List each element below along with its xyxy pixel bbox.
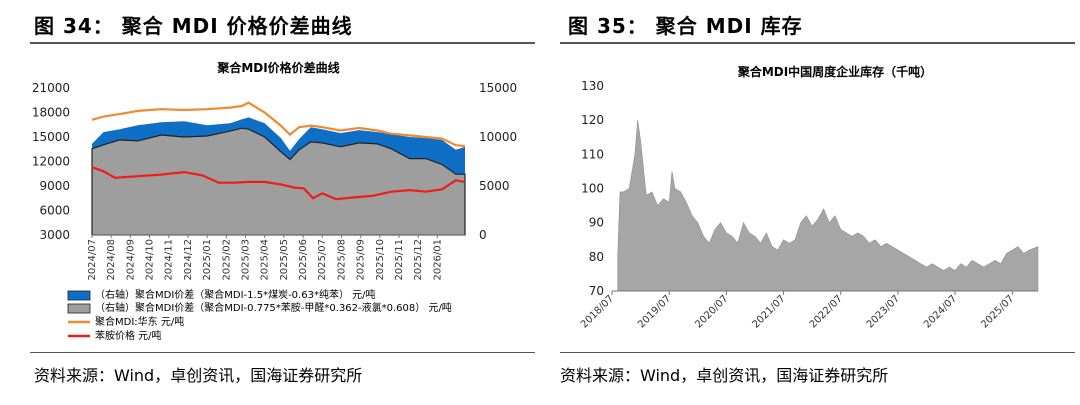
right-y-tick-3: 15000	[479, 81, 517, 95]
left-y-tick-2: 9000	[39, 179, 70, 193]
inventory-x-tick-6: 2024/07	[922, 293, 959, 330]
series-area-1	[91, 127, 466, 236]
left-x-tick-7: 2025/02	[221, 239, 232, 281]
series-line-3	[91, 166, 466, 201]
left-y-tick-6: 21000	[32, 81, 70, 95]
left-x-tick-12: 2025/07	[317, 239, 328, 281]
inventory-y-tick-4: 110	[581, 147, 604, 161]
inventory-area-0	[617, 120, 1039, 292]
left-x-tick-5: 2024/12	[183, 239, 194, 281]
inventory-y-tick-5: 120	[581, 113, 604, 127]
legend-label-0: （右轴）聚合MDI价差（聚合MDI-1.5*煤炭-0.63*纯苯） 元/吨	[95, 288, 376, 301]
right-chart-title: 聚合MDI中国周度企业库存（千吨）	[737, 64, 932, 79]
legend-label-3: 苯胺价格 元/吨	[95, 329, 162, 342]
left-x-tick-1: 2024/08	[106, 239, 117, 281]
left-x-tick-2: 2024/09	[125, 239, 136, 281]
figure-34-title: 图 34： 聚合 MDI 价格价差曲线	[34, 14, 353, 38]
right-y-tick-1: 5000	[479, 179, 510, 193]
inventory-y-tick-1: 80	[589, 250, 604, 264]
legend-swatch-0	[67, 290, 91, 301]
figure-35-title: 图 35： 聚合 MDI 库存	[568, 14, 803, 38]
left-x-tick-14: 2025/09	[356, 239, 367, 281]
inventory-x-tick-0: 2018/07	[579, 293, 616, 330]
inventory-x-tick-5: 2023/07	[865, 293, 902, 330]
left-x-tick-17: 2025/12	[413, 239, 424, 281]
left-x-tick-11: 2025/06	[298, 239, 309, 281]
right-y-tick-0: 0	[479, 228, 487, 242]
left-x-tick-4: 2024/11	[164, 239, 175, 281]
inventory-x-tick-4: 2022/07	[808, 293, 845, 330]
right-figure-panel: 图 35： 聚合 MDI 库存 聚合MDI中国周度企业库存（千吨） 70 80 90 1…	[560, 0, 1080, 405]
left-x-tick-0: 2024/07	[87, 239, 98, 281]
mdi-price-spread-chart: 聚合MDI价格价差曲线 3000 6000 9000 12000 15000 18000 21…	[32, 60, 517, 342]
right-source-rule	[560, 352, 1075, 353]
mdi-inventory-chart: 聚合MDI中国周度企业库存（千吨） 70 80 90 100 110 120 130 2018/…	[579, 64, 1039, 330]
left-x-tick-10: 2025/05	[279, 239, 290, 281]
series-line-2	[91, 101, 466, 148]
inventory-x-tick-7: 2025/07	[979, 293, 1016, 330]
left-source-text: 资料来源：Wind，卓创资讯，国海证券研究所	[34, 366, 363, 385]
left-chart-title: 聚合MDI价格价差曲线	[216, 60, 339, 75]
left-y-tick-5: 18000	[32, 106, 70, 120]
left-x-tick-13: 2025/08	[336, 239, 347, 281]
inventory-x-tick-1: 2019/07	[636, 293, 673, 330]
inventory-y-tick-2: 90	[589, 216, 604, 230]
legend-label-2: 聚合MDI:华东 元/吨	[95, 315, 184, 328]
inventory-x-tick-2: 2020/07	[693, 293, 730, 330]
left-x-tick-15: 2025/10	[375, 239, 386, 281]
inventory-y-tick-3: 100	[581, 182, 604, 196]
left-source-rule	[30, 352, 535, 353]
left-figure-panel: 图 34： 聚合 MDI 价格价差曲线 聚合MDI价格价差曲线 3000 6000 9…	[30, 14, 535, 385]
left-x-tick-16: 2025/11	[394, 239, 405, 281]
left-y-tick-0: 3000	[39, 228, 70, 242]
left-x-tick-6: 2025/01	[202, 239, 213, 281]
left-x-tick-8: 2025/03	[240, 239, 251, 281]
left-title-rule	[30, 42, 535, 44]
right-source-text: 资料来源：Wind，卓创资讯，国海证券研究所	[560, 366, 889, 385]
left-x-tick-18: 2026/01	[432, 239, 443, 281]
legend-label-1: （右轴）聚合MDI价差（聚合MDI-0.775*苯胺-甲醛*0.362-液氯*0…	[95, 301, 452, 314]
inventory-y-tick-6: 130	[581, 79, 604, 93]
legend-swatch-1	[67, 303, 91, 314]
inventory-x-tick-3: 2021/07	[751, 293, 788, 330]
right-y-tick-2: 10000	[479, 130, 517, 144]
left-x-tick-9: 2025/04	[260, 239, 271, 281]
left-y-tick-1: 6000	[39, 204, 70, 218]
right-title-rule	[560, 42, 1075, 44]
left-y-tick-4: 15000	[32, 130, 70, 144]
left-y-tick-3: 12000	[32, 155, 70, 169]
inventory-y-tick-0: 70	[589, 284, 604, 298]
left-x-tick-3: 2024/10	[145, 239, 156, 281]
